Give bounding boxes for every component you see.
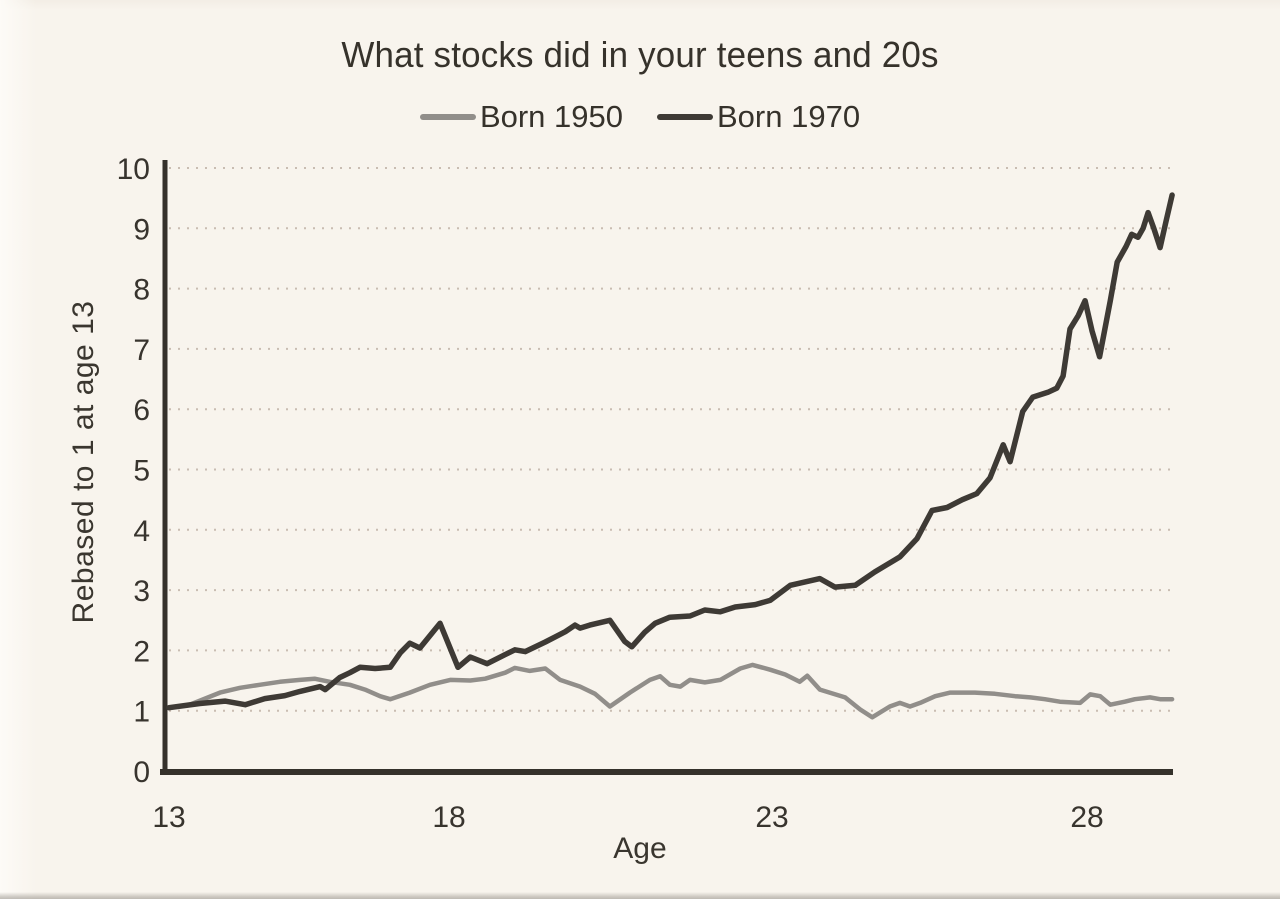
y-tick-label-1: 1 [133, 696, 150, 729]
legend-item-born-1970: Born 1970 [657, 99, 860, 135]
x-tick-label-23: 23 [755, 801, 788, 834]
x-tick-label-18: 18 [432, 801, 465, 834]
y-tick-label-3: 3 [133, 575, 150, 608]
y-tick-label-10: 10 [117, 153, 150, 186]
y-tick-label-6: 6 [133, 394, 150, 427]
legend-label-born-1950: Born 1950 [479, 99, 623, 134]
series-line-born-1950 [166, 662, 1175, 720]
series-line-born-1970 [166, 192, 1175, 711]
chart-legend: Born 1950 Born 1970 [0, 99, 1280, 135]
y-tick-label-9: 9 [133, 213, 150, 246]
y-tick-label-4: 4 [133, 515, 150, 548]
x-tick-label-28: 28 [1070, 801, 1103, 834]
legend-label-born-1970: Born 1970 [717, 99, 861, 134]
chart-title: What stocks did in your teens and 20s [341, 34, 939, 75]
y-tick-label-8: 8 [133, 274, 150, 307]
y-tick-label-5: 5 [133, 455, 150, 488]
x-tick-label-13: 13 [152, 801, 185, 834]
x-axis-title: Age [613, 832, 667, 865]
y-tick-label-2: 2 [133, 635, 150, 668]
legend-swatch-born-1950-line [419, 114, 476, 120]
y-tick-label-7: 7 [133, 334, 150, 367]
legend-swatch-born-1970-line [657, 114, 713, 120]
legend-item-born-1950: Born 1950 [419, 99, 623, 135]
y-tick-label-0: 0 [133, 756, 150, 789]
